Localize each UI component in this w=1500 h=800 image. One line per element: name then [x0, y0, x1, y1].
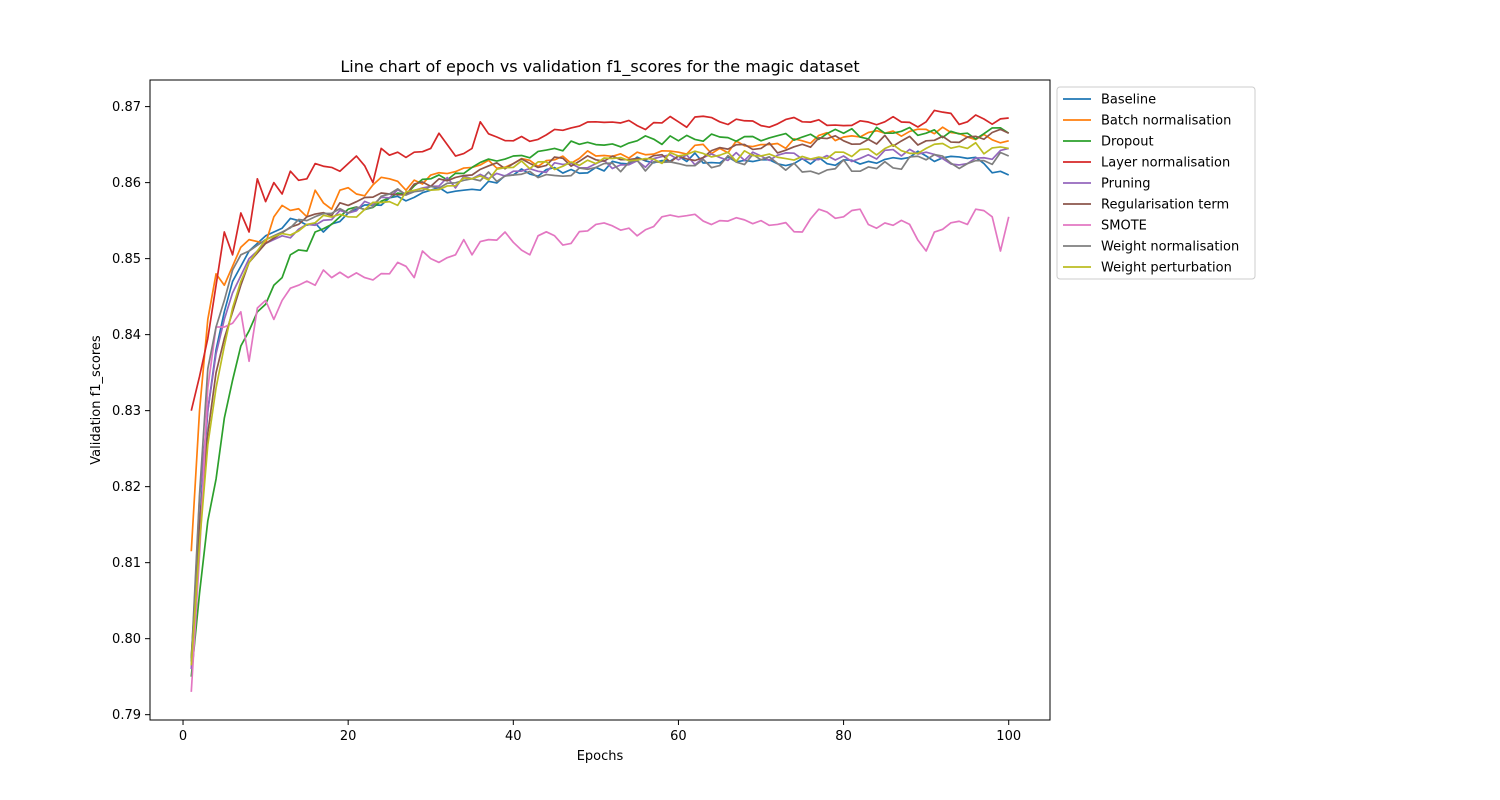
y-axis: 0.79 0.80 0.81 0.82 0.83 0.84 0.85 0.86 0.87 — [112, 100, 150, 723]
legend-label: Weight normalisation — [1101, 240, 1239, 255]
series-line-regularisation-term — [190, 128, 1010, 658]
y-tick-label: 0.86 — [112, 176, 141, 191]
y-tick-label: 0.79 — [112, 708, 141, 723]
legend-box — [1056, 86, 1256, 280]
series-line-baseline — [190, 150, 1010, 662]
series-line-weight-normalisation — [190, 151, 1010, 662]
x-axis-label: Epochs — [577, 749, 624, 764]
x-tick-label: 40 — [505, 729, 522, 744]
x-tick-label: 80 — [835, 729, 852, 744]
legend-label: Layer normalisation — [1101, 156, 1230, 171]
x-tick-label: 20 — [340, 729, 357, 744]
y-tick-label: 0.83 — [112, 404, 141, 419]
legend-label: Pruning — [1101, 177, 1151, 192]
legend-label: Batch normalisation — [1101, 114, 1231, 129]
x-tick-label: 100 — [996, 729, 1021, 744]
y-axis-label: Validation f1_scores — [89, 335, 104, 465]
legend-label: Weight perturbation — [1101, 261, 1232, 276]
y-tick-label: 0.87 — [112, 100, 141, 115]
y-tick-label: 0.81 — [112, 556, 141, 571]
legend-label: SMOTE — [1101, 219, 1147, 234]
series-line-weight-perturbation — [190, 141, 1009, 666]
legend-label: Dropout — [1101, 135, 1154, 150]
y-tick-label: 0.82 — [112, 480, 141, 495]
y-tick-label: 0.84 — [112, 328, 141, 343]
series-line-dropout — [190, 126, 1010, 677]
x-tick-label: 0 — [179, 729, 187, 744]
legend-label: Baseline — [1101, 93, 1156, 108]
legend: Baseline Batch normalisation Dropout Layer … — [1056, 86, 1256, 280]
plot-area — [190, 109, 1010, 692]
x-tick-label: 60 — [670, 729, 687, 744]
series-line-batch-normalisation — [190, 126, 1009, 552]
series-line-layer-normalisation — [190, 109, 1009, 411]
series-line-smote — [190, 208, 1010, 692]
y-tick-label: 0.80 — [112, 632, 141, 647]
chart-title: Line chart of epoch vs validation f1_sco… — [340, 57, 859, 77]
x-axis: 0 20 40 60 80 100 — [179, 720, 1021, 744]
axes-frame — [149, 79, 1051, 721]
legend-label: Regularisation term — [1101, 198, 1229, 213]
y-tick-label: 0.85 — [112, 252, 141, 267]
series-line-pruning — [190, 147, 1009, 670]
